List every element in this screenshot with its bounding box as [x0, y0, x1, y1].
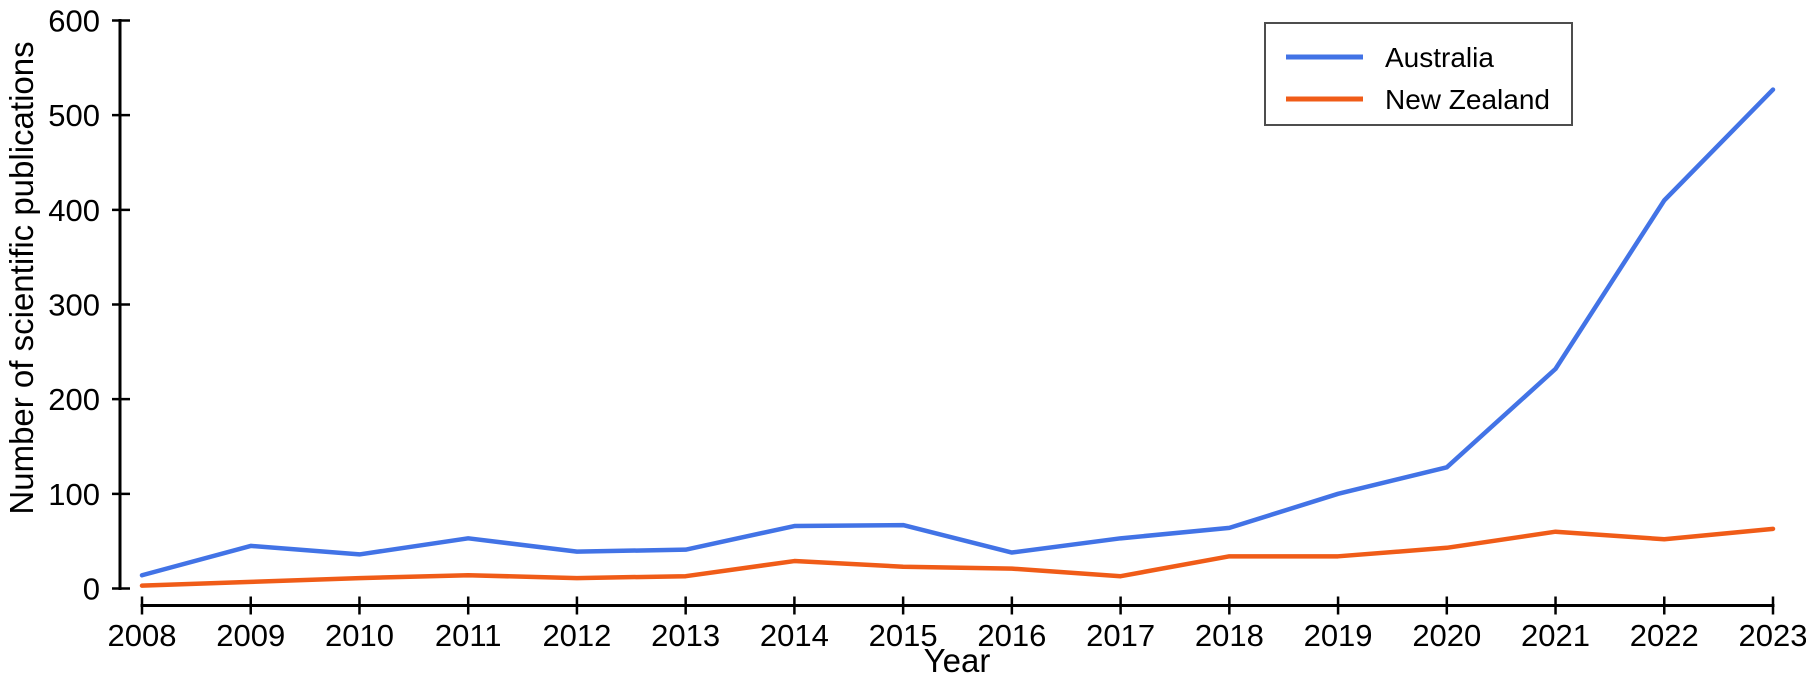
x-tick-label: 2009 — [216, 618, 285, 653]
x-tick-label: 2014 — [760, 618, 829, 653]
x-tick-label: 2019 — [1304, 618, 1373, 653]
x-tick-label: 2022 — [1630, 618, 1699, 653]
legend: Australia New Zealand — [1264, 22, 1573, 126]
x-tick-label: 2016 — [977, 618, 1046, 653]
y-tick-label: 500 — [48, 98, 100, 133]
legend-label-new-zealand: New Zealand — [1385, 84, 1550, 115]
x-tick-label: 2011 — [435, 618, 502, 653]
x-tick-label: 2017 — [1086, 618, 1155, 653]
legend-label-australia: Australia — [1385, 42, 1494, 73]
x-tick-label: 2012 — [542, 618, 611, 653]
y-tick-label: 200 — [48, 382, 100, 417]
series-lines — [139, 87, 1776, 588]
x-tick-label: 2021 — [1521, 618, 1590, 653]
x-tick-label: 2020 — [1412, 618, 1481, 653]
x-axis-title: Year — [924, 642, 991, 679]
x-tick-label: 2008 — [108, 618, 177, 653]
series-line-new-zealand — [139, 526, 1776, 588]
y-tick-label: 100 — [48, 477, 100, 512]
x-tick-label: 2023 — [1739, 618, 1806, 653]
axes: 0 100 200 300 400 500 600 2008 2009 2010 2011 2012 2… — [48, 4, 1806, 654]
y-tick-label: 600 — [48, 4, 100, 39]
series-line-australia — [139, 87, 1776, 578]
legend-box — [1264, 22, 1573, 126]
y-tick-label: 300 — [48, 288, 100, 323]
x-tick-label: 2015 — [869, 618, 938, 653]
y-axis-title: Number of scientific publications — [3, 41, 40, 514]
x-tick-label: 2013 — [651, 618, 720, 653]
y-tick-label: 400 — [48, 193, 100, 228]
x-tick-label: 2018 — [1195, 618, 1264, 653]
y-tick-label: 0 — [83, 572, 100, 607]
x-tick-label: 2010 — [325, 618, 394, 653]
